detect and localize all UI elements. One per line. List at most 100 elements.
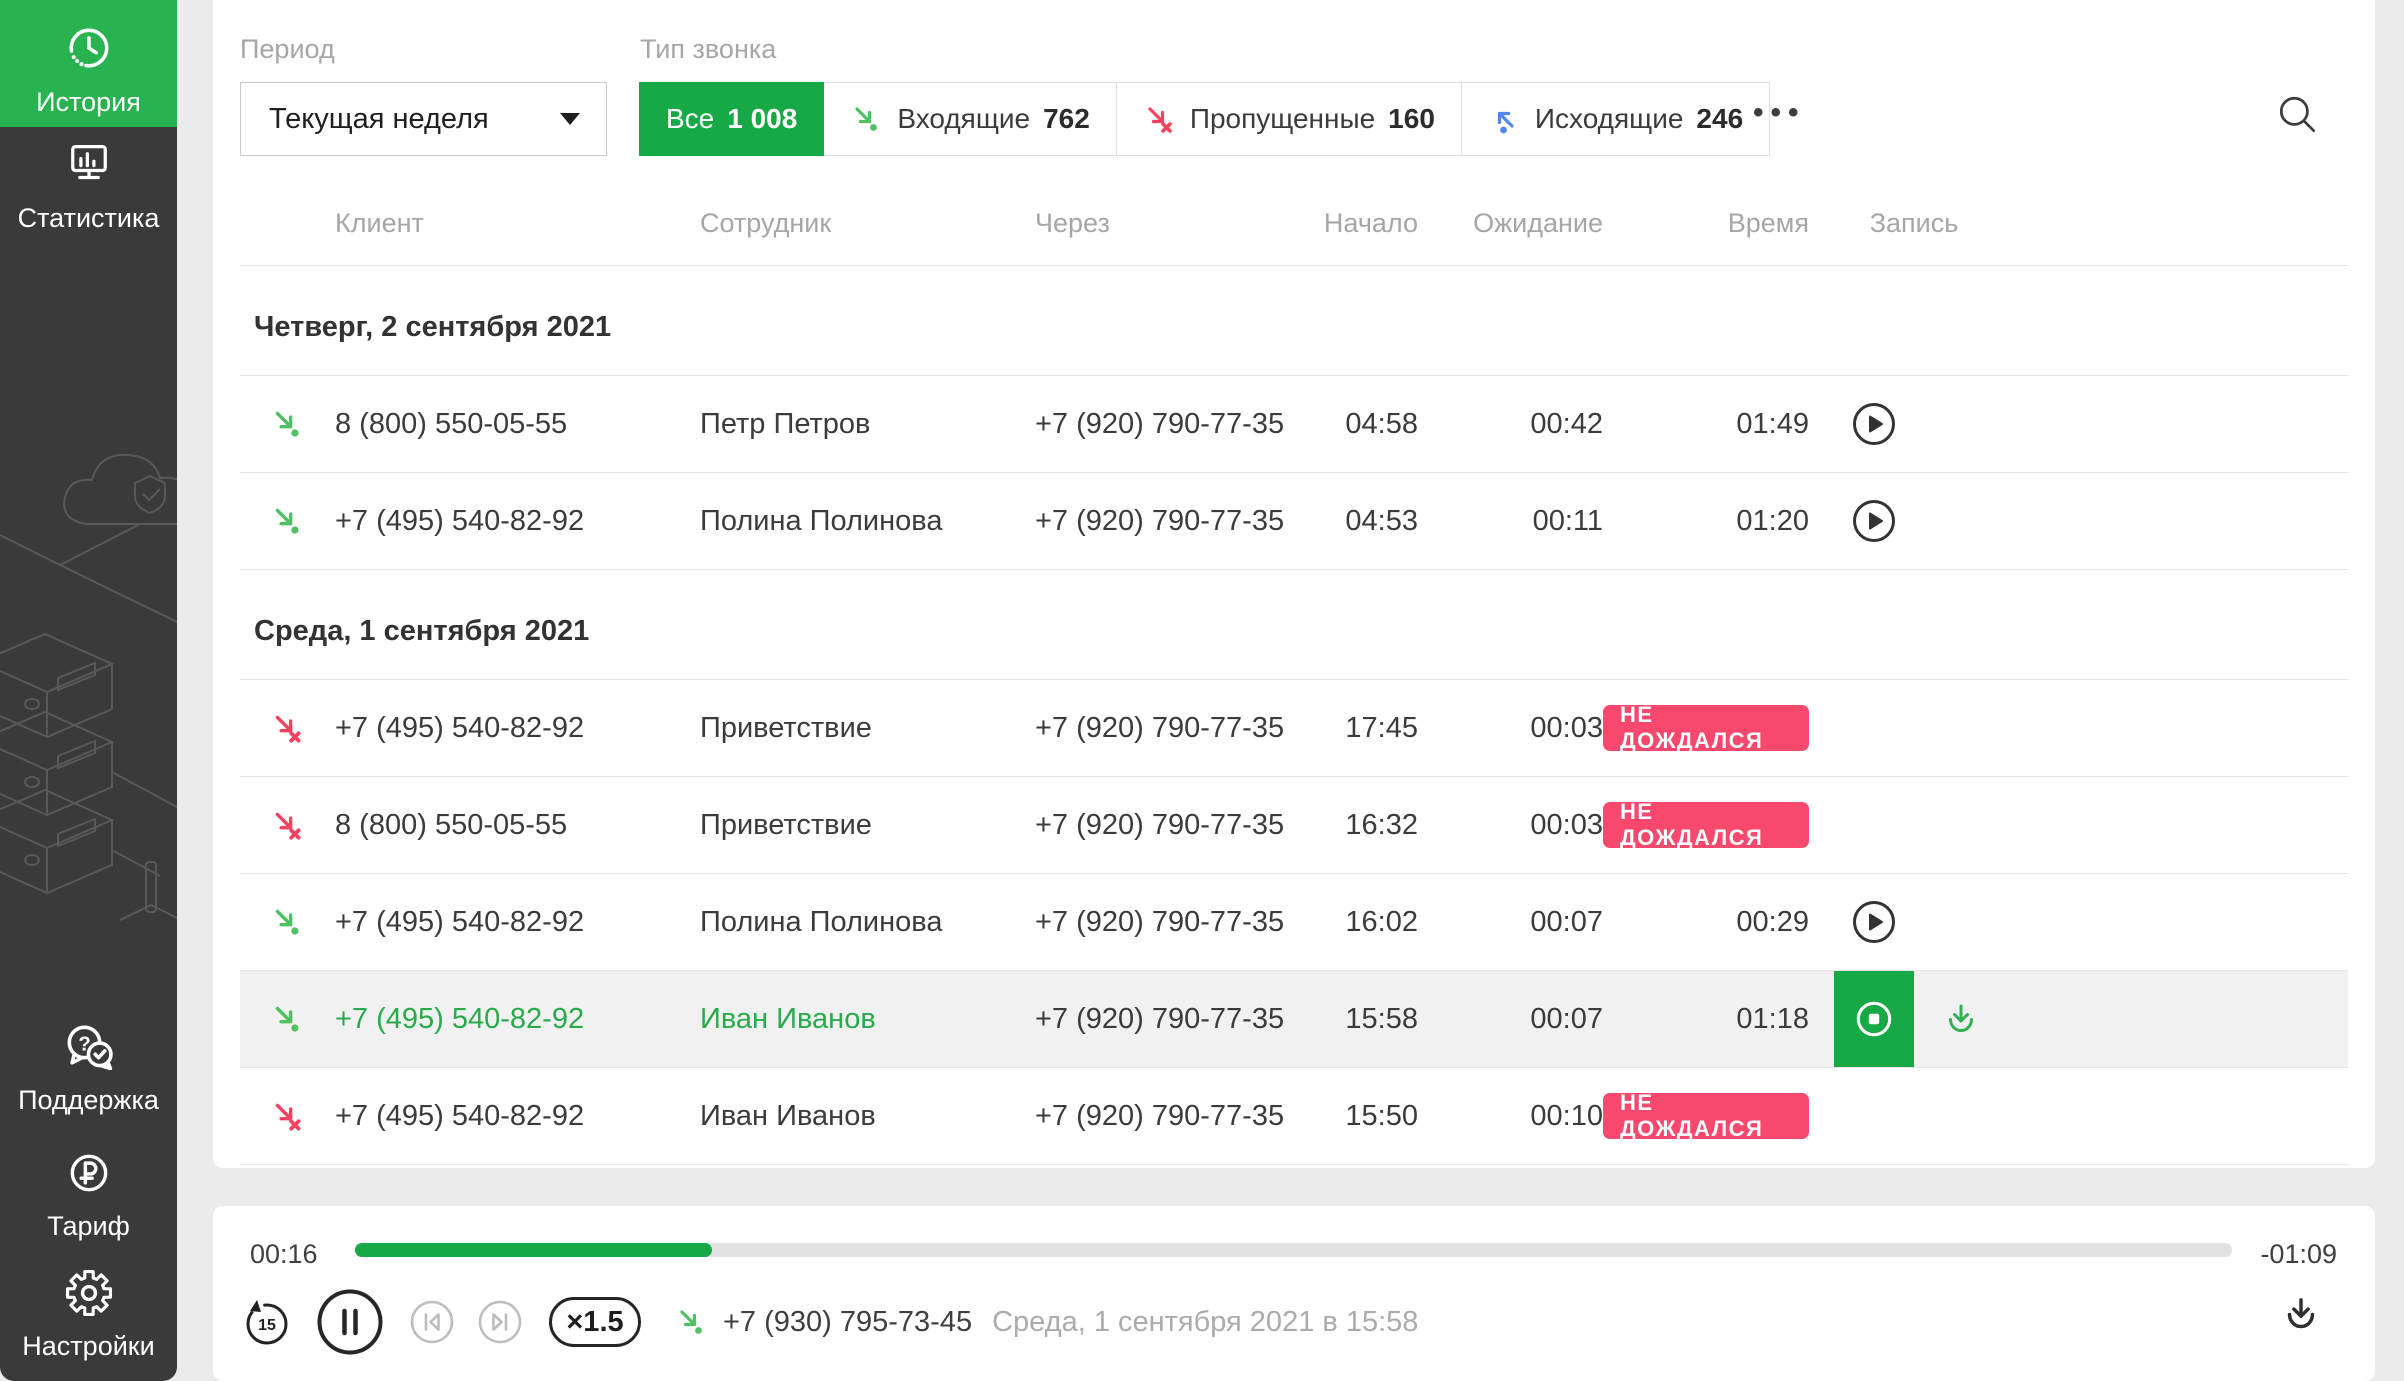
call-row[interactable]: +7 (495) 540-82-92 Полина Полинова +7 (9… [240,873,2348,970]
play-icon [1853,901,1895,943]
duration-cell: 00:29 [1603,906,1809,939]
chip-label: Исходящие [1534,103,1684,134]
wait-time: 00:03 [1530,808,1603,841]
sidebar-item-tariff[interactable]: Тариф [0,1148,177,1252]
missed-call-icon [275,715,300,743]
next-track-button[interactable] [477,1299,523,1345]
start-time: 04:58 [1345,407,1418,440]
record-cell [1809,971,1939,1067]
call-type-cell [240,710,335,746]
duration-cell: НЕ ДОЖДАЛСЯ [1603,702,1809,753]
header-client: Клиент [335,208,424,238]
filter-chip-incoming[interactable]: Входящие 762 [823,82,1117,156]
player-download-button[interactable] [2277,1290,2325,1343]
duration-cell: НЕ ДОЖДАЛСЯ [1603,1090,1809,1141]
call-type-label: Тип звонка [640,34,777,64]
date-group: Четверг, 2 сентября 2021 8 (800) 550-05-… [240,266,2348,570]
client-phone: +7 (495) 540-82-92 [335,711,585,744]
chevron-down-icon [560,113,580,125]
incoming-call-icon [275,508,298,534]
duration-cell: 01:20 [1603,505,1809,538]
play-record-button[interactable] [1851,401,1897,447]
stop-record-button[interactable] [1834,971,1914,1067]
group-rows: 8 (800) 550-05-55 Петр Петров +7 (920) 7… [240,375,2348,570]
search-icon [2279,96,2316,133]
header-via: Через [1035,208,1110,238]
current-call-info: +7 (930) 795-73-45 Среда, 1 сентября 202… [675,1305,1418,1339]
call-row[interactable]: +7 (495) 540-82-92 Иван Иванов +7 (920) … [240,1067,2348,1164]
call-duration: 01:18 [1736,1002,1809,1035]
filter-chip-missed[interactable]: Пропущенные 160 [1115,82,1462,156]
header-spacer [240,200,335,208]
chip-count: 1 008 [727,103,798,134]
period-dropdown[interactable]: Текущая неделя [240,82,607,156]
sidebar-item-label: Тариф [47,1211,130,1241]
via-phone: +7 (920) 790-77-35 [1035,504,1285,537]
next-track-icon [478,1300,522,1344]
sidebar-item-label: Поддержка [18,1085,159,1115]
call-groups: Четверг, 2 сентября 2021 8 (800) 550-05-… [240,266,2348,1165]
status-badge: НЕ ДОЖДАЛСЯ [1603,1090,1809,1141]
pause-button[interactable] [315,1287,385,1357]
seek-bar[interactable] [355,1243,2232,1257]
client-phone: +7 (495) 540-82-92 [335,1002,585,1035]
header-employee: Сотрудник [700,208,832,238]
record-cell [1809,680,1939,776]
filters-bar: Период Текущая неделя Тип звонка Все 1 0… [213,0,2375,200]
current-call-phone: +7 (930) 795-73-45 [723,1305,973,1338]
call-row[interactable]: 8 (800) 550-05-55 Приветствие +7 (920) 7… [240,776,2348,873]
support-chat-icon: ? [67,1025,113,1071]
playback-speed-button[interactable]: ×1.5 [549,1297,641,1347]
filter-chip-all[interactable]: Все 1 008 [639,82,825,156]
call-row[interactable]: +7 (495) 540-82-92 Приветствие +7 (920) … [240,679,2348,776]
employee-name: Приветствие [700,808,872,841]
call-row[interactable]: +7 (495) 540-82-92 Полина Полинова +7 (9… [240,472,2348,569]
call-row[interactable]: 8 (800) 550-05-55 Петр Петров +7 (920) 7… [240,375,2348,472]
duration-cell: 01:18 [1603,1003,1809,1036]
more-filters-button[interactable]: ••• [1753,96,1806,129]
sidebar-item-support[interactable]: ? Поддержка [0,1022,177,1132]
wait-time: 00:07 [1530,1002,1603,1035]
incoming-call-icon [680,1310,702,1334]
client-phone: 8 (800) 550-05-55 [335,808,568,841]
audio-player: 00:16 -01:09 15 [213,1206,2375,1381]
filter-chip-outgoing[interactable]: Исходящие 246 [1460,82,1771,156]
wait-time: 00:03 [1530,711,1603,744]
sidebar-item-settings[interactable]: Настройки [0,1268,177,1372]
period-label: Период [240,34,335,64]
play-record-button[interactable] [1851,899,1897,945]
employee-name: Петр Петров [700,407,871,440]
via-phone: +7 (920) 790-77-35 [1035,711,1285,744]
wait-time: 00:42 [1530,407,1603,440]
rewind-15-button[interactable]: 15 [241,1296,293,1348]
stop-icon [1856,1001,1892,1037]
header-start: Начало [1323,208,1418,238]
search-button[interactable] [2275,92,2321,143]
employee-name: Полина Полинова [700,504,943,537]
play-icon [1853,403,1895,445]
outgoing-call-icon [1497,111,1514,134]
sidebar-decoration-illustration [0,453,177,921]
sidebar-item-label: Статистика [17,203,160,233]
current-call-datetime: Среда, 1 сентября 2021 в 15:58 [992,1305,1419,1338]
download-record-button[interactable] [1939,997,1983,1041]
svg-text:15: 15 [258,1317,276,1334]
call-row[interactable]: +7 (495) 540-82-92 Иван Иванов +7 (920) … [240,970,2348,1067]
status-badge: НЕ ДОЖДАЛСЯ [1603,799,1809,850]
sidebar-item-history[interactable]: История [0,0,177,127]
download-icon [2287,1298,2315,1329]
start-time: 16:32 [1345,808,1418,841]
call-type-filter: Все 1 008 Входящие 762 Пропущенные 160 [639,82,1771,156]
call-duration: 01:49 [1736,407,1809,440]
via-phone: +7 (920) 790-77-35 [1035,808,1285,841]
start-time: 15:58 [1345,1002,1418,1035]
incoming-call-icon [275,411,298,437]
previous-track-button[interactable] [409,1299,455,1345]
missed-call-icon [275,1103,300,1131]
chip-label: Пропущенные [1189,103,1376,134]
duration-cell: НЕ ДОЖДАЛСЯ [1603,799,1809,850]
call-type-cell [240,1001,335,1037]
play-record-button[interactable] [1851,498,1897,544]
employee-name: Иван Иванов [700,1099,876,1132]
sidebar-item-statistics[interactable]: Статистика [0,138,177,248]
